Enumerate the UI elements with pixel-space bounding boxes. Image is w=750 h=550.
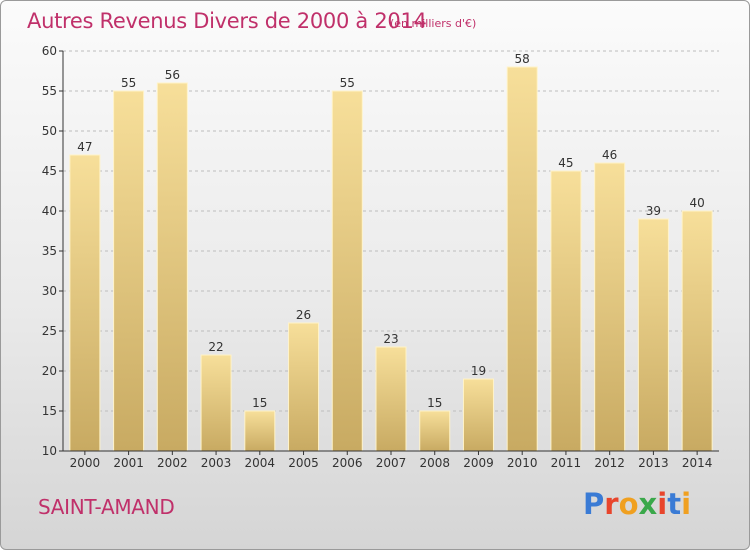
x-tick-label: 2009 [463, 456, 494, 470]
y-tick-label: 25 [42, 324, 57, 338]
chart-unit: (en milliers d'€) [390, 17, 477, 30]
logo-letter: t [667, 487, 682, 521]
logo-letter: i [681, 487, 692, 521]
y-tick-label: 35 [42, 244, 57, 258]
logo-letter: o [618, 487, 639, 521]
y-tick-label: 10 [42, 444, 57, 458]
x-tick-label: 2011 [551, 456, 582, 470]
bar [156, 82, 188, 452]
bar [375, 346, 407, 452]
bar [200, 354, 232, 452]
bar [462, 378, 494, 452]
data-label: 39 [646, 204, 661, 218]
logo-letter: i [657, 487, 668, 521]
y-tick-label: 45 [42, 164, 57, 178]
x-tick-label: 2013 [638, 456, 669, 470]
data-label: 15 [252, 396, 267, 410]
y-tick-label: 60 [42, 44, 57, 58]
x-tick-label: 2007 [376, 456, 407, 470]
bar [69, 154, 101, 452]
y-tick-label: 20 [42, 364, 57, 378]
y-tick-label: 40 [42, 204, 57, 218]
x-tick-label: 2003 [201, 456, 232, 470]
logo-letter: r [604, 487, 619, 521]
chart-title: Autres Revenus Divers de 2000 à 2014 [27, 9, 427, 33]
bar [419, 410, 451, 452]
proxiti-logo: Proxiti [583, 487, 691, 521]
data-label: 58 [515, 52, 530, 66]
bar [594, 162, 626, 452]
bar [637, 218, 669, 452]
commune-name: SAINT-AMAND [38, 495, 175, 519]
y-tick-label: 30 [42, 284, 57, 298]
data-label: 22 [208, 340, 223, 354]
x-tick-label: 2002 [157, 456, 188, 470]
x-tick-label: 2010 [507, 456, 538, 470]
x-tick-label: 2008 [419, 456, 450, 470]
bar [331, 90, 363, 452]
data-label: 26 [296, 308, 311, 322]
x-tick-label: 2004 [245, 456, 276, 470]
bar [288, 322, 320, 452]
bars [69, 66, 713, 452]
data-label: 55 [121, 76, 136, 90]
y-tick-label: 55 [42, 84, 57, 98]
y-tick-label: 15 [42, 404, 57, 418]
data-label: 56 [165, 68, 180, 82]
logo-letter: x [638, 487, 658, 521]
x-tick-label: 2006 [332, 456, 363, 470]
x-tick-label: 2001 [113, 456, 144, 470]
x-tick-label: 2000 [70, 456, 101, 470]
data-label: 23 [383, 332, 398, 346]
bar [244, 410, 276, 452]
bar [506, 66, 538, 452]
data-label: 47 [77, 140, 92, 154]
data-label: 45 [558, 156, 573, 170]
data-label: 46 [602, 148, 617, 162]
x-tick-label: 2012 [594, 456, 625, 470]
x-tick-label: 2014 [682, 456, 713, 470]
data-label: 40 [689, 196, 704, 210]
axes: 10 15 20 25 30 35 40 45 50 55 60 2000 2001 2002 2003 20… [42, 44, 719, 470]
y-tick-label: 50 [42, 124, 57, 138]
data-label: 19 [471, 364, 486, 378]
data-label: 55 [340, 76, 355, 90]
bar [681, 210, 713, 452]
x-tick-label: 2005 [288, 456, 319, 470]
bar [113, 90, 145, 452]
data-labels: 47 55 56 22 15 26 55 23 15 19 58 45 46 39 40 [77, 52, 705, 410]
logo-letter: P [583, 487, 605, 521]
bar [550, 170, 582, 452]
data-label: 15 [427, 396, 442, 410]
